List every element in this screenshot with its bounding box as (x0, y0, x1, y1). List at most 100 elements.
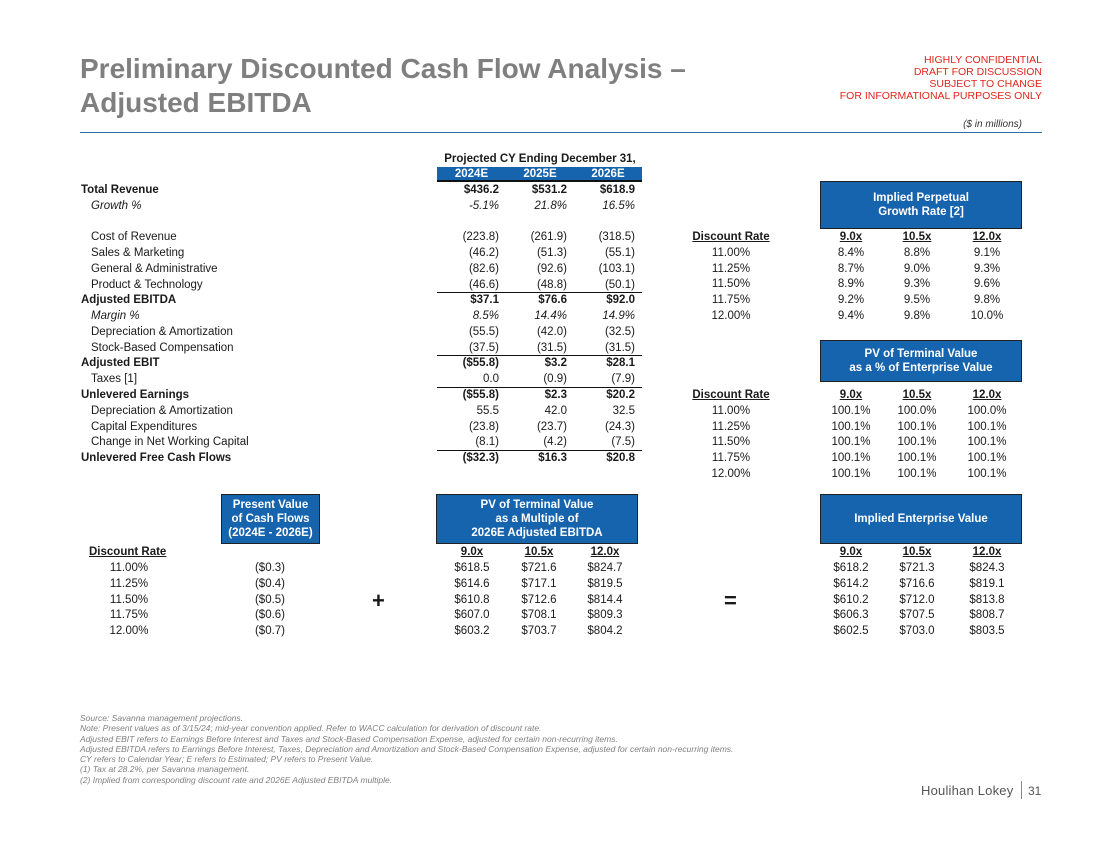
discount-rate: 11.00% (711, 247, 751, 259)
ev-value: $703.0 (899, 625, 935, 638)
pv-cash-flow-value: ($0.7) (254, 625, 286, 638)
row-value: (23.8) (468, 421, 499, 433)
row-value: 55.5 (476, 405, 499, 417)
sensitivity-value: 8.9% (837, 278, 865, 291)
pv-tv-value: $814.4 (587, 593, 623, 606)
ev-value: $803.5 (969, 625, 1005, 638)
row-value: 21.8% (534, 200, 567, 212)
sensitivity-value: 9.1% (973, 247, 1001, 259)
discount-rate: 11.25% (711, 262, 751, 275)
sensitivity-value: 9.6% (973, 278, 1001, 291)
pv-tv-value: $721.6 (521, 562, 557, 574)
pv-tv-value: $603.2 (454, 625, 490, 638)
multiple-header: 9.0x (839, 389, 863, 401)
row-label: General & Administrative (91, 263, 218, 275)
sensitivity-value: 9.4% (837, 309, 865, 322)
row-value: (48.8) (536, 279, 567, 291)
sensitivity-value: 100.1% (967, 420, 1007, 433)
row-value: (31.5) (604, 342, 635, 354)
discount-rate: 11.50% (711, 278, 751, 291)
pv-tv-value: $717.1 (521, 577, 557, 590)
growth-title-2: Growth Rate [2] (878, 206, 964, 218)
ev-value: $819.1 (969, 577, 1005, 590)
footnote: (1) Tax at 28.2%, per Savanna management… (80, 764, 250, 775)
pv-tv-value: $618.5 (454, 562, 490, 574)
sensitivity-value: 9.5% (903, 294, 931, 307)
row-label: Unlevered Earnings (81, 389, 190, 401)
sensitivity-value: 100.1% (967, 467, 1007, 480)
row-value: (7.9) (611, 373, 635, 385)
row-value: (82.6) (468, 263, 499, 275)
ev-value: $610.2 (833, 593, 869, 606)
row-label: Product & Technology (91, 279, 203, 291)
row-value: $2.3 (544, 389, 567, 401)
projection-period-label: Projected CY Ending December 31, (444, 153, 636, 165)
pv-tv-value: $712.6 (521, 593, 557, 606)
row-value: $3.2 (544, 357, 567, 369)
sensitivity-value: 9.8% (973, 294, 1001, 307)
row-value: $531.2 (531, 184, 567, 196)
pv-tv-title-3: 2026E Adjusted EBITDA (471, 527, 603, 539)
year-header-2024: 2024E (437, 167, 506, 182)
subtotal-rule (437, 355, 642, 356)
row-value: (46.2) (468, 247, 499, 259)
sensitivity-value: 100.1% (897, 436, 937, 449)
title-line-1: Preliminary Discounted Cash Flow Analysi… (80, 53, 686, 84)
sensitivity-value: 100.1% (831, 420, 871, 433)
row-value: 14.9% (602, 310, 635, 322)
row-label: Total Revenue (81, 184, 159, 196)
footnote: CY refers to Calendar Year; E refers to … (80, 754, 374, 765)
discount-rate: 12.00% (711, 467, 751, 480)
sensitivity-value: 9.8% (903, 309, 931, 322)
sensitivity-value: 9.2% (837, 294, 865, 307)
ev-value: $614.2 (833, 577, 869, 590)
footnote: Adjusted EBIT refers to Earnings Before … (80, 733, 618, 744)
row-value: 16.5% (602, 200, 635, 212)
sensitivity-value: 100.1% (831, 467, 871, 480)
sensitivity-value: 8.4% (837, 247, 865, 259)
pv-tv-value: $610.8 (454, 593, 490, 606)
discount-rate: 11.75% (711, 294, 751, 307)
discount-rate-header: Discount Rate (692, 231, 770, 243)
footer-divider (1021, 781, 1022, 799)
ev-value: $606.3 (833, 609, 869, 622)
sensitivity-value: 100.1% (897, 420, 937, 433)
growth-title-1: Implied Perpetual (873, 192, 969, 204)
multiple-header: 12.0x (972, 389, 1002, 401)
ev-value: $712.0 (899, 593, 935, 606)
pv-cash-flow-value: ($0.6) (254, 609, 286, 622)
discount-rate: 11.00% (711, 405, 751, 417)
row-value: $28.1 (606, 357, 635, 369)
discount-rate: 11.00% (109, 562, 149, 574)
sensitivity-value: 100.1% (831, 436, 871, 449)
units-note: ($ in millions) (963, 119, 1022, 130)
multiple-header: 12.0x (972, 546, 1002, 558)
pv-cf-title-3: (2024E - 2026E) (228, 527, 313, 539)
sensitivity-value: 8.7% (837, 262, 865, 275)
sensitivity-value: 9.0% (903, 262, 931, 275)
year-header-2025: 2025E (506, 167, 574, 182)
row-value: ($55.8) (462, 357, 499, 369)
row-value: (46.6) (468, 279, 499, 291)
multiple-header: 10.5x (902, 231, 932, 243)
discount-rate: 11.25% (711, 420, 751, 433)
pv-cash-flow-value: ($0.3) (254, 562, 286, 574)
multiple-header: 10.5x (524, 546, 554, 558)
row-value: (0.9) (543, 373, 567, 385)
discount-rate-header: Discount Rate (89, 546, 167, 558)
row-label: Sales & Marketing (91, 247, 185, 259)
footnote: (2) Implied from corresponding discount … (80, 774, 393, 785)
brand-logo: Houlihan Lokey (921, 783, 1014, 798)
row-label: Unlevered Free Cash Flows (81, 452, 232, 464)
sensitivity-value: 100.1% (831, 452, 871, 465)
plus-operator: + (372, 588, 385, 613)
row-label: Capital Expenditures (91, 421, 198, 433)
footnote: Note: Present values as of 3/15/24; mid-… (80, 723, 542, 734)
pv-cf-title-1: Present Value (232, 499, 309, 511)
multiple-header: 12.0x (590, 546, 620, 558)
sensitivity-value: 100.0% (967, 405, 1007, 417)
row-value: (261.9) (530, 231, 567, 243)
row-label: Adjusted EBIT (81, 357, 160, 369)
sensitivity-value: 100.1% (967, 436, 1007, 449)
row-value: (50.1) (604, 279, 635, 291)
